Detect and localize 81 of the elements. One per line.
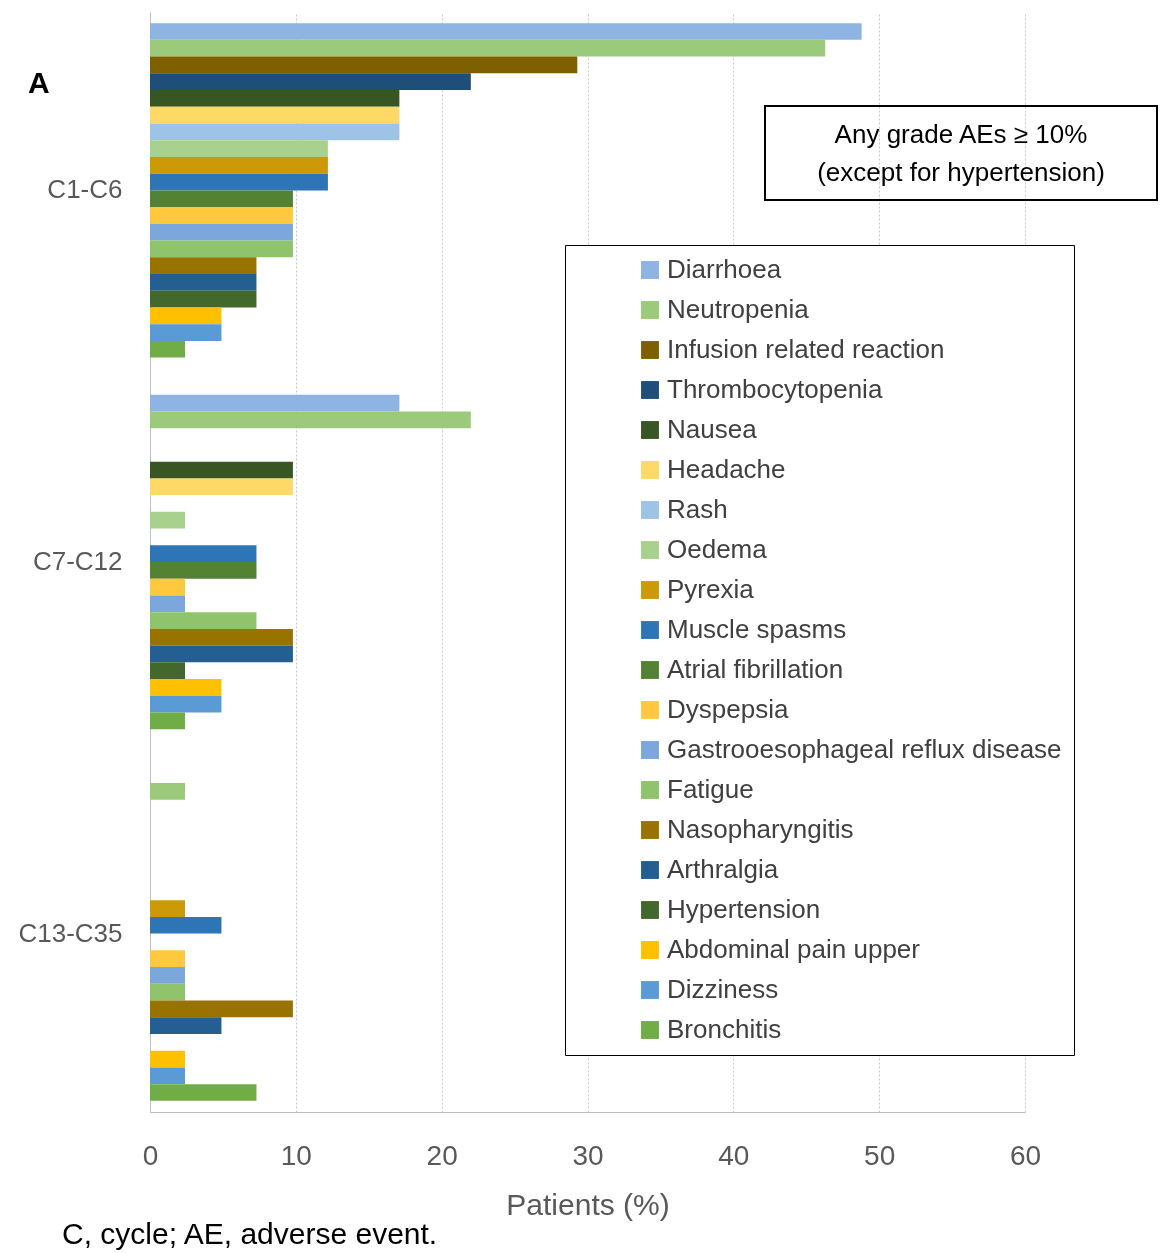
legend-label: Gastrooesophageal reflux disease	[667, 734, 1062, 764]
legend-label: Bronchitis	[667, 1014, 782, 1044]
bar	[150, 207, 293, 224]
bar	[150, 223, 293, 241]
bar	[150, 340, 185, 358]
bar	[150, 1084, 257, 1101]
x-tick-label: 10	[280, 1139, 312, 1171]
bar	[150, 612, 257, 629]
x-tick-label: 40	[718, 1139, 750, 1171]
bar	[150, 1050, 185, 1068]
bar	[150, 900, 185, 917]
legend-label: Oedema	[667, 534, 768, 564]
legend-label: Muscle spasms	[667, 614, 847, 644]
x-tick-label: 50	[864, 1139, 896, 1171]
y-tick-label: C7-C12	[32, 546, 123, 576]
bar	[150, 916, 222, 934]
y-tick-label: C13-C35	[18, 917, 123, 948]
x-tick-label: 30	[572, 1139, 604, 1171]
bar	[150, 140, 328, 157]
bar	[150, 983, 185, 1001]
legend-label: Hypertension	[667, 894, 821, 924]
bar	[150, 123, 400, 141]
y-tick-label: C1-C6	[47, 174, 123, 205]
bar	[150, 628, 293, 646]
text: C, cycle; AE, adverse event.	[62, 1217, 438, 1251]
bar	[150, 240, 293, 258]
bar	[150, 190, 293, 208]
bar	[150, 156, 328, 174]
x-axis-title: Patients (%)	[506, 1187, 670, 1221]
text: A	[28, 66, 50, 100]
bar	[150, 90, 400, 107]
bar	[150, 273, 257, 291]
bar	[150, 662, 185, 680]
bar	[150, 679, 222, 696]
legend-label: Rash	[667, 494, 728, 524]
bar	[150, 645, 293, 663]
legend-label: Nasopharyngitis	[667, 814, 854, 844]
legend-label: Headache	[667, 454, 786, 484]
bar	[150, 1017, 222, 1034]
legend-label: Infusion related reaction	[667, 334, 945, 364]
legend-label: Nausea	[667, 414, 758, 444]
bar	[150, 257, 257, 274]
bar	[150, 106, 400, 124]
bar	[150, 545, 257, 562]
bar	[150, 394, 400, 412]
bar	[150, 324, 222, 341]
legend-label: Atrial fibrillation	[667, 654, 844, 684]
x-tick-label: 60	[1009, 1139, 1042, 1171]
bar	[150, 595, 185, 613]
bar	[150, 478, 293, 496]
bar	[150, 23, 862, 40]
bar	[150, 695, 222, 713]
bar	[150, 511, 185, 529]
bar	[150, 73, 471, 91]
x-tick-label: 0	[142, 1139, 159, 1171]
legend-label: Diarrhoea	[667, 254, 782, 284]
legend-label: Thrombocytopenia	[667, 374, 883, 404]
bar	[150, 712, 185, 730]
bar	[150, 173, 328, 191]
x-tick-label: 20	[426, 1139, 458, 1171]
bar	[150, 461, 293, 479]
bar	[150, 562, 257, 579]
bar	[150, 307, 222, 325]
legend-label: Abdominal pain upper	[667, 934, 921, 964]
bar	[150, 411, 471, 429]
bar	[150, 967, 185, 984]
bar	[150, 1067, 185, 1085]
bar	[150, 950, 185, 968]
bar	[150, 39, 826, 57]
bar	[150, 290, 257, 308]
legend-label: Dyspepsia	[667, 694, 789, 724]
bar	[150, 783, 185, 800]
legend-label: Dizziness	[667, 974, 779, 1004]
legend-label: Neutropenia	[667, 294, 810, 324]
text-box: Any grade AEs ≥ 10% (except for hypertension)	[764, 105, 1158, 201]
legend-label: Arthralgia	[667, 854, 779, 884]
bar	[150, 56, 578, 74]
legend-label: Pyrexia	[667, 574, 755, 604]
bar	[150, 578, 185, 596]
legend-label: Fatigue	[667, 774, 754, 804]
bar	[150, 1000, 293, 1018]
